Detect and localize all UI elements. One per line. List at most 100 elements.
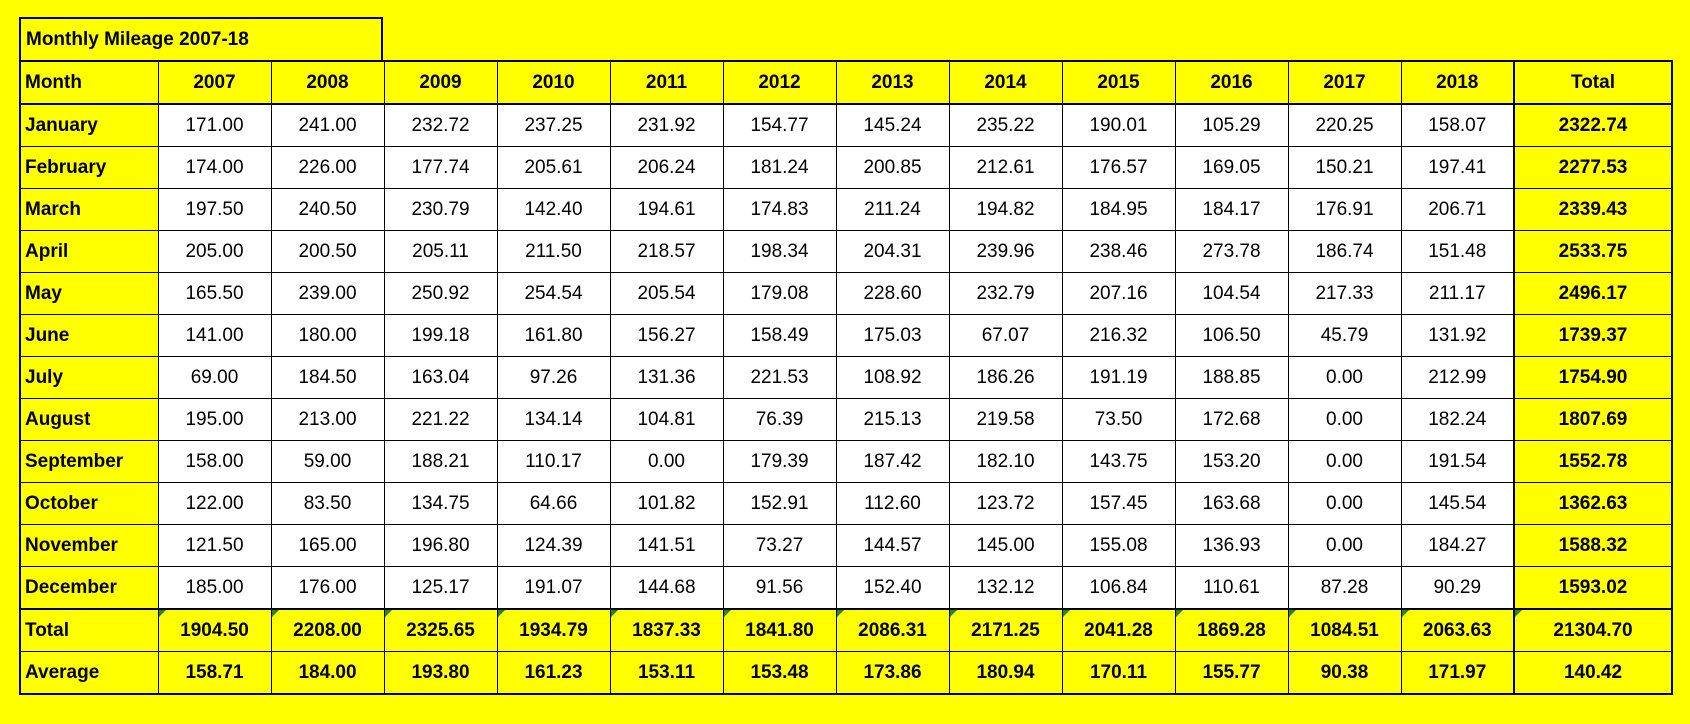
cell: 174.00 <box>157 146 272 189</box>
cell: 175.03 <box>835 314 950 357</box>
cell: 182.24 <box>1400 398 1515 441</box>
cell: 1841.80 <box>722 608 837 652</box>
cell: 110.17 <box>496 440 611 483</box>
cell: 241.00 <box>270 103 385 147</box>
cell: 173.86 <box>835 651 950 695</box>
cell: 195.00 <box>157 398 272 441</box>
cell: 1869.28 <box>1174 608 1289 652</box>
row-label: June <box>19 314 159 357</box>
row-label: April <box>19 230 159 273</box>
cell: 184.50 <box>270 356 385 399</box>
cell: 228.60 <box>835 272 950 315</box>
cell: 211.50 <box>496 230 611 273</box>
cell: 213.00 <box>270 398 385 441</box>
cell: 76.39 <box>722 398 837 441</box>
cell: 2533.75 <box>1513 230 1673 273</box>
cell: 1084.51 <box>1287 608 1402 652</box>
cell: 153.48 <box>722 651 837 695</box>
cell: 200.50 <box>270 230 385 273</box>
table-row: February 174.00 226.00 177.74 205.61 206.24 18… <box>19 146 1673 189</box>
cell: 161.23 <box>496 651 611 695</box>
cell: 187.42 <box>835 440 950 483</box>
cell: 153.20 <box>1174 440 1289 483</box>
cell: 21304.70 <box>1513 608 1673 652</box>
cell: 2018 <box>1400 60 1515 105</box>
cell: 2011 <box>609 60 724 105</box>
cell: 231.92 <box>609 103 724 147</box>
cell: 0.00 <box>1287 524 1402 567</box>
cell: 215.13 <box>835 398 950 441</box>
cell: 108.92 <box>835 356 950 399</box>
table-row: June 141.00 180.00 199.18 161.80 156.27 158.49… <box>19 314 1673 357</box>
cell: 141.51 <box>609 524 724 567</box>
cell: 194.82 <box>948 188 1063 231</box>
cell: 143.75 <box>1061 440 1176 483</box>
row-label: Month <box>19 60 159 105</box>
cell: 132.12 <box>948 566 1063 610</box>
row-label: Total <box>19 608 159 652</box>
cell: 2041.28 <box>1061 608 1176 652</box>
cell: 191.19 <box>1061 356 1176 399</box>
cell: 145.00 <box>948 524 1063 567</box>
cell: 122.00 <box>157 482 272 525</box>
cell: 220.25 <box>1287 103 1402 147</box>
row-label: Average <box>19 651 159 695</box>
cell: 176.91 <box>1287 188 1402 231</box>
cell: 1754.90 <box>1513 356 1673 399</box>
cell: 101.82 <box>609 482 724 525</box>
cell: 110.61 <box>1174 566 1289 610</box>
cell: 0.00 <box>1287 482 1402 525</box>
cell: 2013 <box>835 60 950 105</box>
table-row: May 165.50 239.00 250.92 254.54 205.54 179.08 2… <box>19 272 1673 315</box>
cell: 226.00 <box>270 146 385 189</box>
cell: 2171.25 <box>948 608 1063 652</box>
cell: 123.72 <box>948 482 1063 525</box>
cell: 180.00 <box>270 314 385 357</box>
cell: 2017 <box>1287 60 1402 105</box>
cell: 2007 <box>157 60 272 105</box>
cell: 184.95 <box>1061 188 1176 231</box>
cell: 191.54 <box>1400 440 1515 483</box>
cell: 45.79 <box>1287 314 1402 357</box>
cell: 176.00 <box>270 566 385 610</box>
row-label: January <box>19 103 159 147</box>
cell: 239.96 <box>948 230 1063 273</box>
cell: 197.50 <box>157 188 272 231</box>
cell: 169.05 <box>1174 146 1289 189</box>
cell: 188.21 <box>383 440 498 483</box>
cell: 184.00 <box>270 651 385 695</box>
cell: 238.46 <box>1061 230 1176 273</box>
cell: 144.57 <box>835 524 950 567</box>
cell: 188.85 <box>1174 356 1289 399</box>
cell: 1552.78 <box>1513 440 1673 483</box>
table-row: January 171.00 241.00 232.72 237.25 231.92 154… <box>19 103 1673 147</box>
table-title: Monthly Mileage 2007-18 <box>19 17 383 61</box>
cell: 2277.53 <box>1513 146 1673 189</box>
cell: 232.72 <box>383 103 498 147</box>
cell: 198.34 <box>722 230 837 273</box>
cell: 205.00 <box>157 230 272 273</box>
cell: 2325.65 <box>383 608 498 652</box>
cell: 191.07 <box>496 566 611 610</box>
table-row: Total 1904.50 2208.00 2325.65 1934.79 1837.33… <box>19 608 1673 652</box>
cell: 212.99 <box>1400 356 1515 399</box>
cell: 2012 <box>722 60 837 105</box>
cell: 141.00 <box>157 314 272 357</box>
cell: 64.66 <box>496 482 611 525</box>
cell: 106.50 <box>1174 314 1289 357</box>
cell: 163.68 <box>1174 482 1289 525</box>
cell: 155.08 <box>1061 524 1176 567</box>
cell: 2008 <box>270 60 385 105</box>
cell: 230.79 <box>383 188 498 231</box>
cell: 205.54 <box>609 272 724 315</box>
cell: 254.54 <box>496 272 611 315</box>
cell: 152.40 <box>835 566 950 610</box>
row-label: November <box>19 524 159 567</box>
cell: 142.40 <box>496 188 611 231</box>
row-label: August <box>19 398 159 441</box>
cell: 235.22 <box>948 103 1063 147</box>
cell: 199.18 <box>383 314 498 357</box>
cell: 0.00 <box>1287 398 1402 441</box>
cell: 152.91 <box>722 482 837 525</box>
